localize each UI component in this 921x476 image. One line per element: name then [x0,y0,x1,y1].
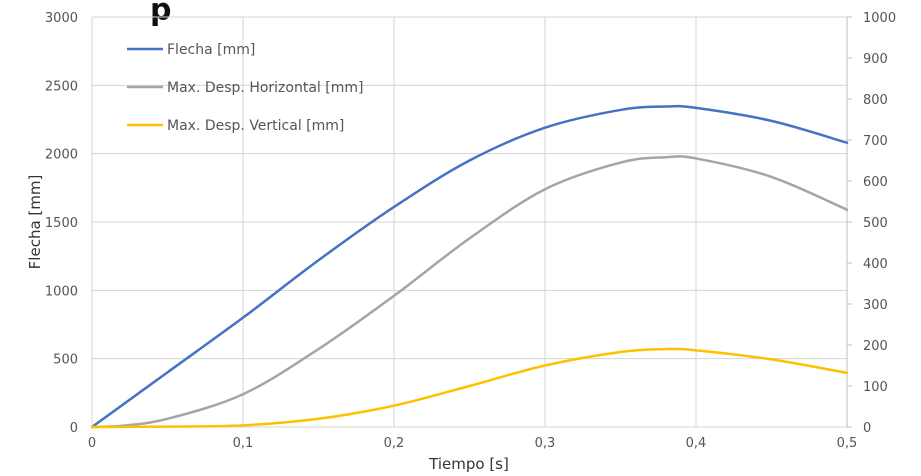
legend-label-horizontal: Max. Desp. Horizontal [mm] [167,80,363,96]
y2-tick-label: 100 [863,380,888,395]
y2-tick-label: 500 [863,216,888,231]
y2-tick-label: 300 [863,298,888,313]
legend-label-vertical: Max. Desp. Vertical [mm] [167,118,344,134]
y2-tick-label: 200 [863,339,888,354]
y2-tick-label: 700 [863,134,888,149]
y2-tick-label: 400 [863,257,888,272]
series-line-horizontal [90,155,849,429]
tick-labels: 0 0,1 0,2 0,3 0,4 0,5050010001500200025003000… [45,11,896,451]
y-tick-label: 1500 [45,216,78,231]
x-tick-label: 0,5 [837,436,858,451]
x-tick-label: 0,4 [686,436,707,451]
y2-tick-label: 600 [863,175,888,190]
y2-tick-label: 800 [863,93,888,108]
y-tick-label: 2000 [45,148,78,163]
x-tick-label: 0,2 [384,436,405,451]
y-tick-label: 1000 [45,284,78,299]
y2-tick-label: 900 [863,52,888,67]
y-tick-label: 500 [53,353,78,368]
series-line-flecha [90,104,849,429]
x-axis-label: Tiempo [s] [428,455,509,473]
x-tick-label: 0 [88,436,96,451]
series-lines [90,104,849,429]
x-tick-label: 0,3 [535,436,556,451]
gridlines [91,16,848,428]
y-tick-label: 2500 [45,79,78,94]
legend-label-flecha: Flecha [mm] [167,42,255,58]
y-tick-label: 3000 [45,11,78,26]
y-tick-label: 0 [70,421,78,436]
y-axis-label: Flecha [mm] [26,175,44,270]
y2-tick-label: 1000 [863,11,896,26]
legend: Flecha [mm] Max. Desp. Horizontal [mm] M… [127,42,363,134]
chart-title-fragment: p [150,0,171,28]
y2-tick-label: 0 [863,421,871,436]
series-line-vertical [90,347,849,429]
x-tick-label: 0,1 [233,436,254,451]
